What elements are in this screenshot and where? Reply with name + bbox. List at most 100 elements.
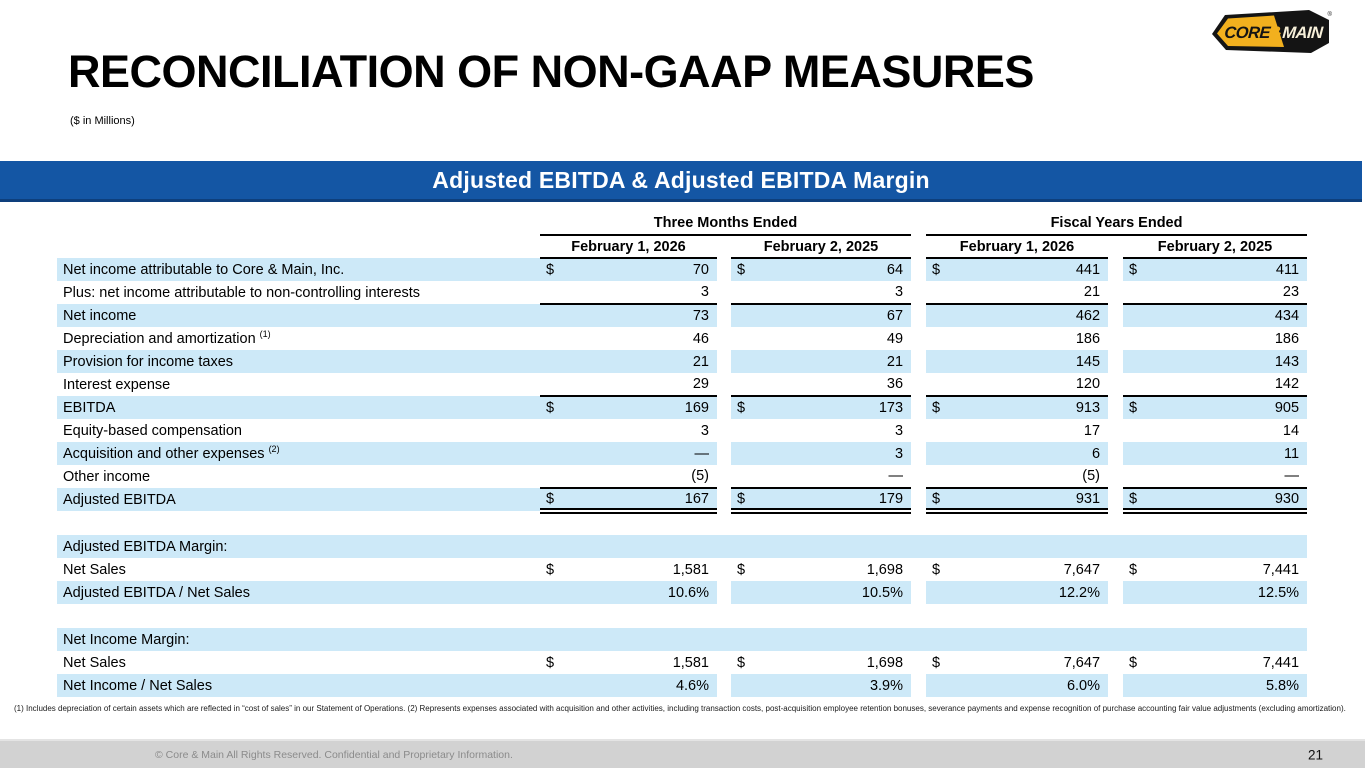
value-cell: $7,441 (1123, 651, 1307, 674)
gap-cell (717, 442, 731, 465)
gap-cell (1108, 396, 1123, 419)
cell-value: 11 (1283, 445, 1300, 462)
currency-sign: $ (932, 490, 941, 507)
value-cell: 462 (926, 304, 1109, 327)
cell-value: 1,698 (866, 654, 904, 671)
gap-cell (717, 651, 731, 674)
value-cell: 3 (731, 442, 912, 465)
value-cell: 4.6% (540, 674, 717, 697)
section-banner: Adjusted EBITDA & Adjusted EBITDA Margin (0, 161, 1362, 202)
cell-value: 1,581 (672, 654, 709, 671)
table-row: Net Income / Net Sales 4.6% 3.9% 6.0% 5.8% (57, 674, 1308, 697)
cell-value: 143 (1274, 353, 1300, 370)
currency-sign: $ (932, 262, 941, 278)
value-cell: $913 (926, 396, 1109, 419)
gap-cell (911, 281, 926, 304)
value-cell: 10.6% (540, 581, 717, 604)
cell-value: 49 (886, 330, 904, 347)
gap-cell (1108, 258, 1123, 281)
table-row: EBITDA $169 $173 $913 $905 (57, 396, 1308, 419)
section-label-cell: Adjusted EBITDA Margin: (57, 535, 1308, 558)
cell-value: 930 (1274, 490, 1300, 507)
table-row: Equity-based compensation 3 3 17 14 (57, 419, 1307, 442)
value-cell: 14 (1123, 419, 1307, 442)
gap-cell (911, 674, 926, 697)
value-cell: 46 (540, 327, 717, 350)
value-cell: $173 (731, 396, 912, 419)
gap-cell (717, 419, 731, 442)
gap-cell (1108, 373, 1123, 396)
value-cell: $7,647 (926, 651, 1108, 674)
gap-cell (911, 235, 926, 258)
value-cell: $1,698 (731, 558, 911, 581)
currency-sign: $ (737, 654, 746, 671)
cell-value: 21 (1083, 284, 1101, 300)
cell-value: 21 (692, 353, 709, 370)
currency-sign: $ (546, 561, 555, 578)
gap-cell (1108, 558, 1123, 581)
cell-value: 10.6% (667, 584, 709, 601)
row-label: Acquisition and other expenses (2) (57, 442, 540, 465)
footnote-marker: (2) (268, 443, 280, 454)
table-row: Plus: net income attributable to non-con… (57, 281, 1308, 305)
table-row: Acquisition and other expenses (2) — 3 6 11 (57, 442, 1308, 465)
cell-value: 67 (886, 308, 904, 324)
currency-sign: $ (1129, 262, 1138, 278)
cell-value: 411 (1275, 262, 1300, 278)
value-cell: 120 (926, 373, 1109, 397)
row-label: Provision for income taxes (57, 350, 540, 373)
currency-sign: $ (546, 490, 555, 507)
gap-cell (717, 674, 731, 697)
page-number: 21 (1307, 747, 1323, 762)
gap-cell (717, 558, 731, 581)
cell-value: 12.2% (1058, 584, 1101, 601)
gap-cell (1108, 304, 1123, 327)
value-cell: $7,441 (1123, 558, 1307, 581)
cell-value: 145 (1075, 353, 1101, 370)
cell-value: 73 (692, 308, 709, 324)
cell-value: — (1284, 468, 1300, 484)
gap-cell (911, 258, 926, 281)
cell-value: 5.8% (1265, 677, 1300, 694)
cell-value: 173 (878, 400, 904, 416)
reconciliation-table: Three Months Ended Fiscal Years Ended Febr… (57, 212, 1308, 697)
row-label: Net Sales (63, 654, 126, 671)
value-cell: 10.5% (731, 581, 912, 604)
gap-cell (1108, 442, 1123, 465)
value-cell: $167 (540, 488, 717, 514)
cell-value: 462 (1075, 308, 1101, 324)
currency-sign: $ (737, 490, 746, 507)
cell-value: 913 (1075, 400, 1101, 416)
value-cell: $1,581 (540, 558, 717, 581)
cell-value: 7,647 (1063, 654, 1101, 671)
gap-cell (717, 304, 731, 327)
cell-value: 3 (700, 284, 709, 300)
row-label: Equity-based compensation (63, 422, 242, 439)
footer-bar: © Core & Main All Rights Reserved. Confi… (0, 739, 1365, 768)
value-cell: $179 (731, 488, 912, 514)
cell-value: 3 (894, 284, 904, 300)
value-cell: 17 (926, 419, 1108, 442)
gap-cell (911, 350, 926, 373)
row-label: Net Sales (63, 561, 126, 578)
table-row: Net income 73 67 462 434 (57, 304, 1308, 327)
gap-cell (1108, 327, 1123, 350)
cell-value: 23 (1282, 284, 1300, 300)
cell-value: 142 (1274, 376, 1300, 392)
column-header: February 2, 2025 (1123, 235, 1308, 259)
gap-cell (717, 281, 731, 304)
cell-value: (5) (691, 468, 709, 484)
value-cell: 3 (540, 281, 717, 305)
gap-cell (717, 488, 731, 511)
cell-value: 64 (886, 262, 904, 278)
gap-cell (717, 396, 731, 419)
value-cell: 434 (1123, 304, 1308, 327)
row-label: Net income attributable to Core & Main, … (57, 258, 540, 281)
value-cell: $411 (1123, 258, 1308, 281)
currency-sign: $ (932, 400, 941, 416)
gap-cell (911, 396, 926, 419)
value-cell: — (731, 465, 912, 489)
cell-value: 7,647 (1063, 561, 1101, 578)
cell-value: 10.5% (861, 584, 904, 601)
